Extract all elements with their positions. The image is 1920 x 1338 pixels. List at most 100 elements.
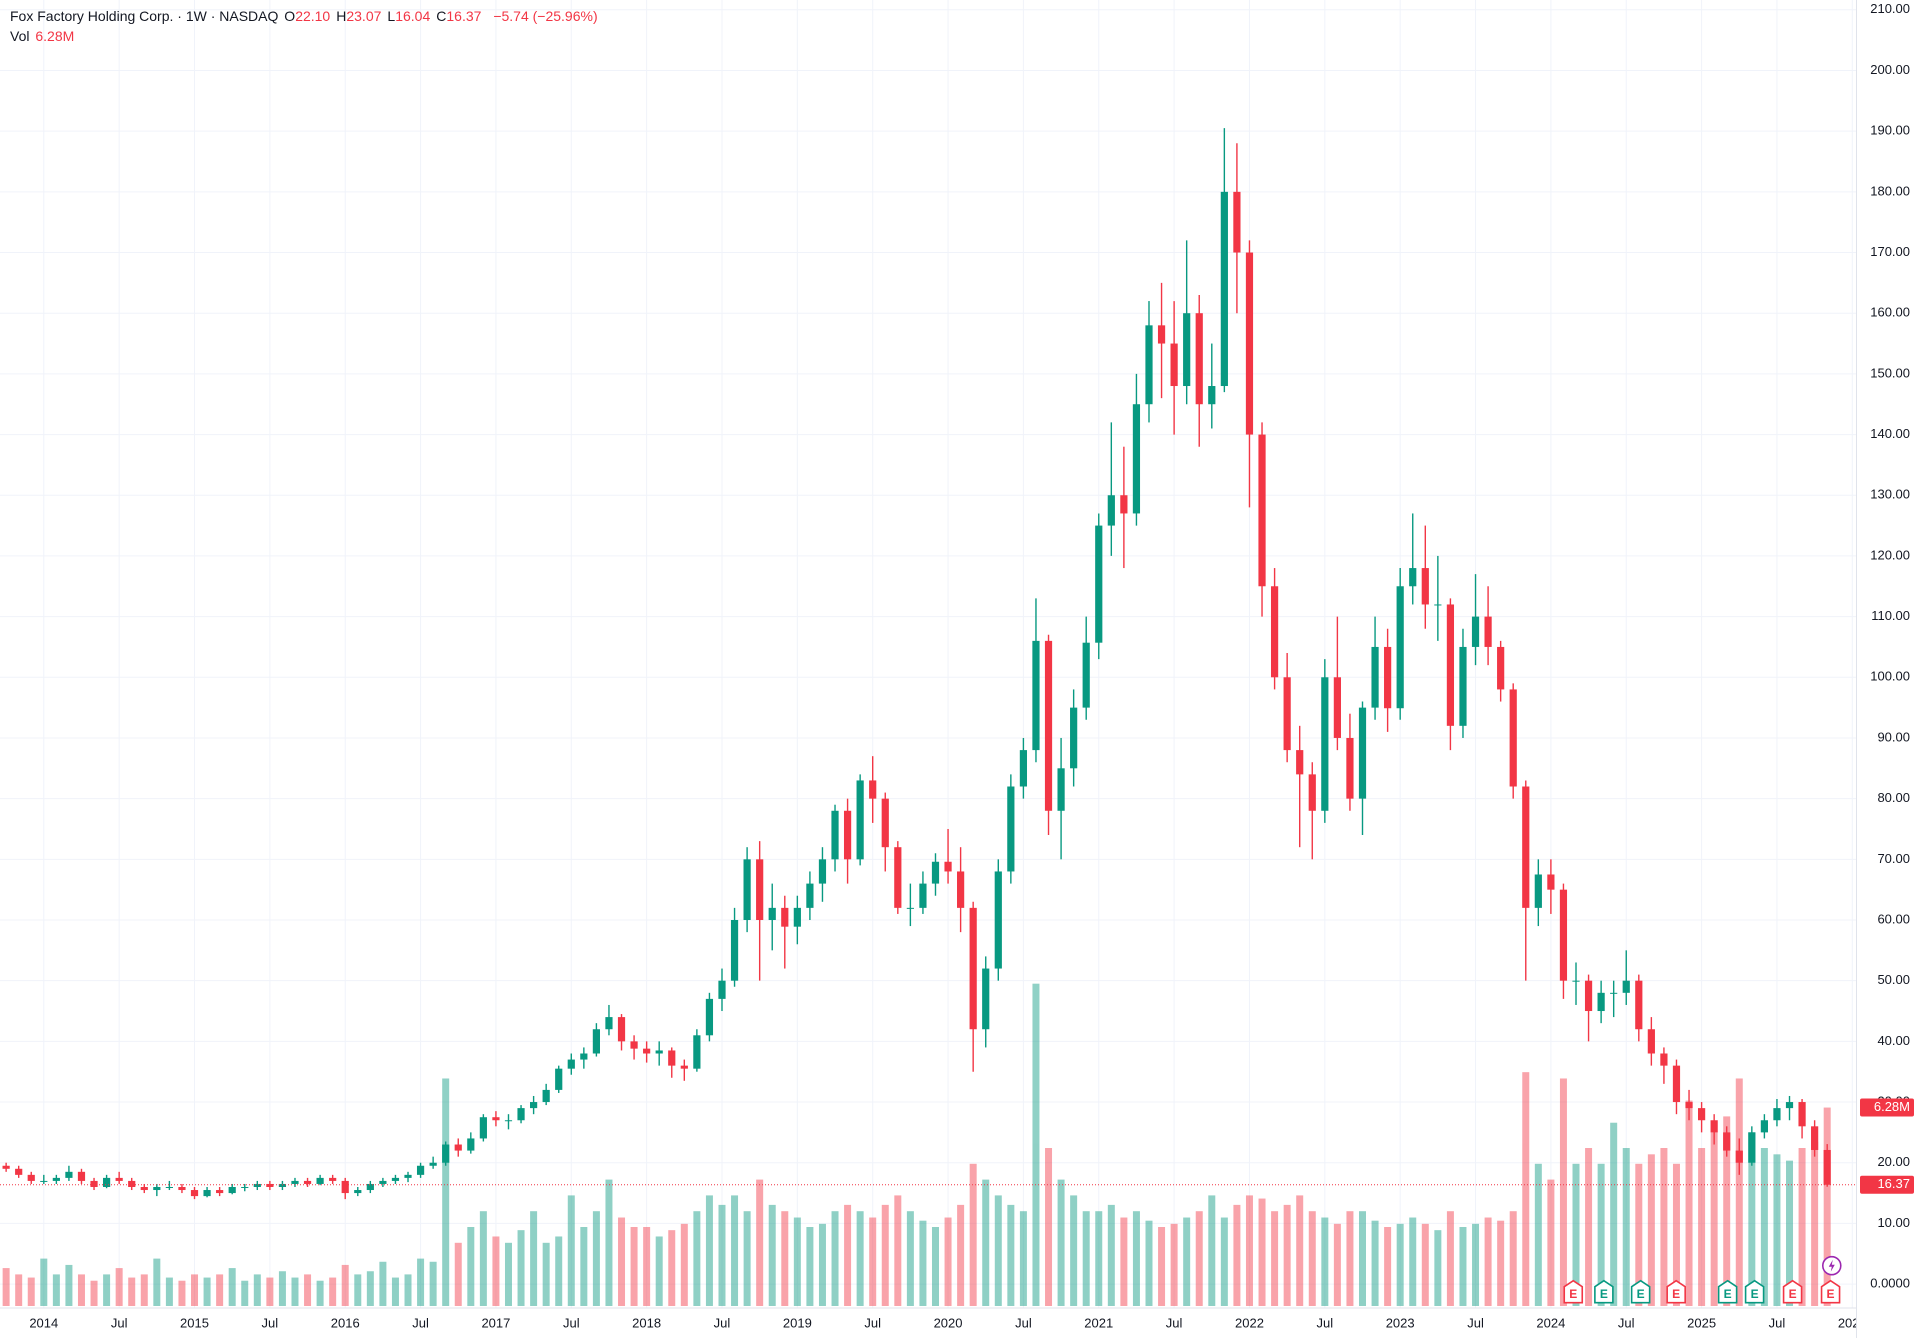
earnings-label: E: [1751, 1287, 1759, 1301]
volume-bar: [1195, 1211, 1203, 1306]
y-tick-label: 120.00: [1870, 547, 1910, 562]
y-tick-label: 110.00: [1871, 608, 1910, 623]
candle-body: [1145, 325, 1153, 405]
candle-body: [1107, 495, 1115, 526]
volume-bar: [454, 1242, 462, 1306]
ohlc-key: H: [336, 8, 347, 24]
volume-bar: [1597, 1163, 1605, 1306]
volume-bar: [504, 1242, 512, 1306]
volume-bar: [1258, 1198, 1266, 1306]
volume-bar: [605, 1179, 613, 1306]
earnings-marker: [1666, 1279, 1686, 1304]
volume-bar: [718, 1204, 726, 1306]
candle-body: [40, 1180, 48, 1182]
legend-row: Fox Factory Holding Corp. · 1W · NASDAQ …: [10, 6, 600, 26]
volume-bar: [15, 1274, 23, 1306]
volume-bar: [768, 1204, 776, 1306]
x-tick-label: 2015: [180, 1315, 209, 1330]
candle-body: [366, 1183, 374, 1191]
volume-bar: [253, 1274, 261, 1306]
candle-body: [1057, 768, 1065, 811]
volume-bar: [781, 1211, 789, 1306]
volume-bar: [404, 1274, 412, 1306]
candle-body: [1396, 586, 1404, 709]
y-tick-label: 140.00: [1870, 426, 1910, 441]
candle-body: [404, 1174, 412, 1178]
volume-bar: [115, 1268, 123, 1306]
volume-bar: [844, 1204, 852, 1306]
earnings-marker: [1594, 1279, 1614, 1304]
volume-bar: [555, 1236, 563, 1306]
volume-bar: [705, 1195, 713, 1306]
volume-bar: [1396, 1223, 1404, 1306]
candle-body: [241, 1186, 249, 1188]
candle-body: [843, 810, 852, 860]
volume-bar: [429, 1261, 437, 1306]
candle-body: [1509, 689, 1517, 787]
candle-body: [278, 1183, 287, 1187]
volume-bar: [1786, 1160, 1794, 1306]
legend: Fox Factory Holding Corp. · 1W · NASDAQ …: [10, 6, 600, 46]
candle-body: [680, 1065, 688, 1069]
volume-bar: [1723, 1116, 1731, 1306]
candle-body: [1635, 980, 1643, 1030]
volume-bar: [442, 1078, 450, 1306]
volume-layer: [2, 983, 1831, 1306]
candle-body: [668, 1050, 676, 1066]
y-tick-label: 10.00: [1877, 1215, 1910, 1230]
x-tick-label: Jul: [714, 1315, 731, 1330]
volume-bar: [1735, 1078, 1743, 1306]
volume-bar: [517, 1230, 525, 1306]
volume-bar: [1685, 1100, 1693, 1306]
x-tick-label: Jul: [563, 1315, 580, 1330]
volume-bar: [354, 1274, 362, 1306]
volume-bar: [1798, 1148, 1806, 1306]
ohlc-value: 16.37: [446, 8, 482, 24]
candle-body: [1672, 1065, 1681, 1103]
volume-bar: [291, 1277, 299, 1306]
volume-bar: [2, 1268, 10, 1306]
earnings-label: E: [1724, 1287, 1732, 1301]
x-tick-label: Jul: [1015, 1315, 1032, 1330]
candle-body: [806, 883, 814, 908]
candle-body: [1070, 707, 1078, 769]
candle-body: [730, 920, 739, 981]
volume-bar: [592, 1211, 600, 1306]
candle-body: [2, 1165, 10, 1169]
candle-body: [492, 1117, 500, 1121]
candle-body: [1685, 1102, 1693, 1109]
candle-body: [1270, 586, 1279, 678]
y-tick-label: 40.00: [1877, 1033, 1910, 1048]
x-tick-label: 2024: [1536, 1315, 1565, 1330]
volume-bar: [1522, 1072, 1530, 1306]
candle-body: [416, 1165, 425, 1175]
x-tick-label: Jul: [412, 1315, 429, 1330]
volume-row: Vol 6.28M: [10, 26, 600, 46]
volume-bar: [1748, 1132, 1756, 1306]
candle-body: [994, 871, 1002, 969]
candle-body: [793, 907, 801, 927]
volume-bar: [1773, 1154, 1781, 1306]
volume-bar: [1145, 1220, 1153, 1306]
candle-body: [253, 1183, 261, 1187]
volume-bar: [1384, 1227, 1392, 1306]
candle-body: [1534, 874, 1542, 908]
ohlc-key: L: [387, 8, 396, 24]
candle-body: [1584, 980, 1593, 1012]
volume-bar: [1484, 1217, 1492, 1306]
volume-value-label: 6.28M: [1874, 1099, 1910, 1114]
volume-bar: [1672, 1163, 1680, 1306]
volume-bar: [530, 1211, 538, 1306]
volume-bar: [1547, 1179, 1555, 1306]
volume-bar: [266, 1277, 274, 1306]
y-tick-label: 0.0000: [1870, 1276, 1910, 1291]
candle-body: [906, 907, 914, 909]
volume-bar: [165, 1277, 173, 1306]
x-tick-label: 2018: [632, 1315, 661, 1330]
volume-bar: [1635, 1163, 1643, 1306]
candle-body: [1748, 1132, 1756, 1163]
volume-bar: [643, 1227, 651, 1306]
earnings-marker: [1717, 1279, 1738, 1304]
volume-bar: [479, 1211, 487, 1306]
